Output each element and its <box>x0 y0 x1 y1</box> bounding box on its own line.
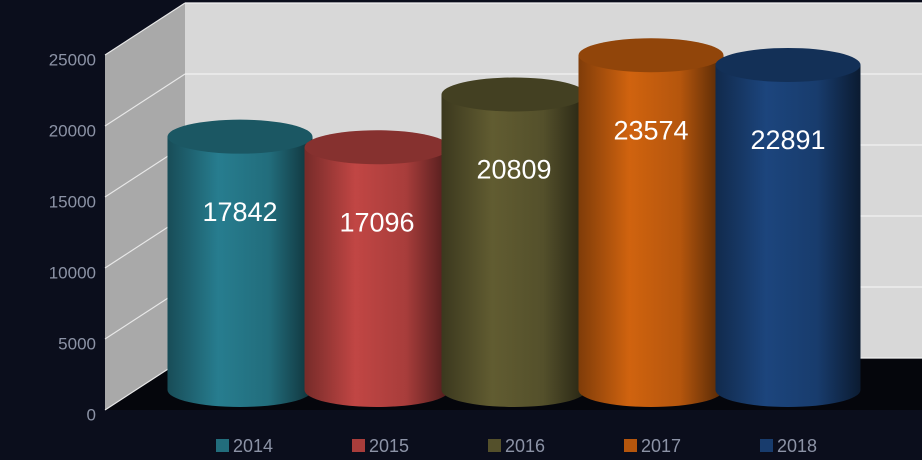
legend-label: 2018 <box>777 436 817 456</box>
bar <box>715 64 861 407</box>
grid-line <box>104 73 186 127</box>
value-label: 22891 <box>750 125 825 155</box>
legend-swatch <box>624 439 637 452</box>
legend-swatch <box>488 439 501 452</box>
y-tick-label: 20000 <box>49 121 96 140</box>
bar <box>304 147 450 407</box>
value-label: 17096 <box>339 207 414 237</box>
grid-line <box>104 2 186 56</box>
y-tick-label: 25000 <box>49 50 96 69</box>
value-label: 23574 <box>613 115 688 145</box>
bar-top <box>578 38 724 73</box>
value-label: 17842 <box>202 197 277 227</box>
legend-swatch <box>216 439 229 452</box>
left-wall <box>105 3 185 410</box>
y-tick-label: 5000 <box>58 334 96 353</box>
legend-swatch <box>352 439 365 452</box>
bar <box>578 55 724 407</box>
bar-top <box>441 77 587 112</box>
legend-label: 2015 <box>369 436 409 456</box>
y-tick-label: 0 <box>87 405 96 424</box>
y-tick-label: 10000 <box>49 263 96 282</box>
legend-swatch <box>760 439 773 452</box>
bar-top <box>304 130 450 165</box>
bar <box>167 136 313 407</box>
legend-label: 2016 <box>505 436 545 456</box>
bar-top <box>167 119 313 154</box>
bar <box>441 94 587 407</box>
bar-top <box>715 47 861 82</box>
legend-label: 2017 <box>641 436 681 456</box>
legend-label: 2014 <box>233 436 273 456</box>
y-tick-label: 15000 <box>49 192 96 211</box>
value-label: 20809 <box>476 155 551 185</box>
